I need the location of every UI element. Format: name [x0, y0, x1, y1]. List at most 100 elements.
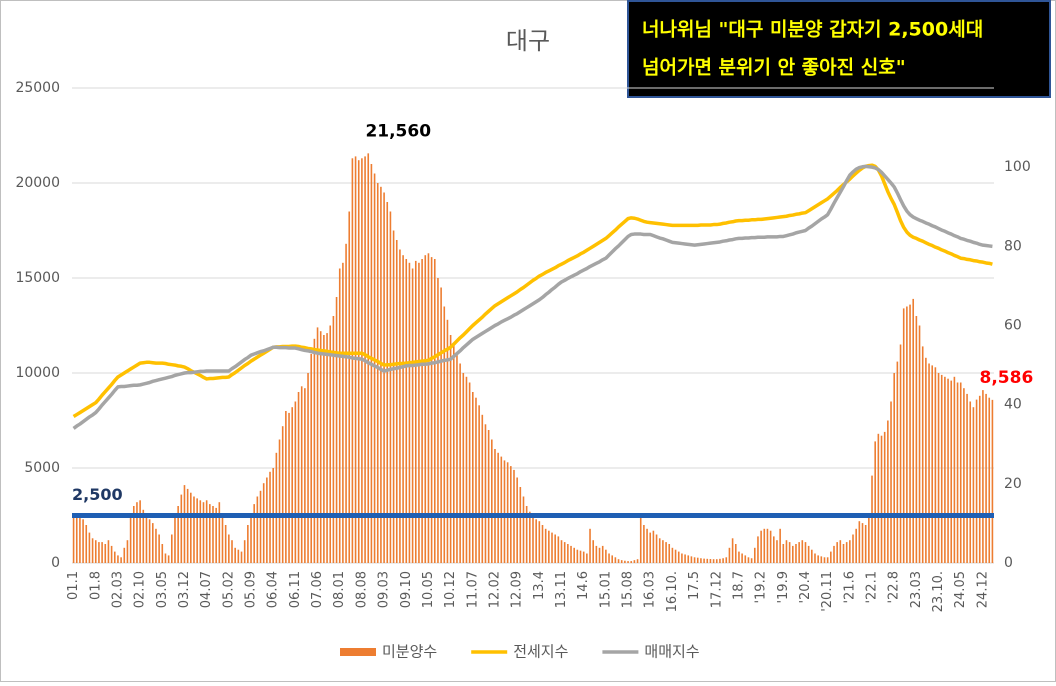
- bar: [649, 532, 652, 563]
- bar: [209, 504, 211, 563]
- bar: [202, 502, 205, 563]
- bar: [798, 542, 800, 563]
- bar: [772, 536, 775, 563]
- bar: [180, 494, 183, 563]
- bar: [890, 401, 892, 563]
- bar: [934, 367, 937, 563]
- y2-tick-label: 20: [1004, 476, 1022, 492]
- bar: [912, 298, 915, 563]
- bar: [915, 316, 918, 563]
- bar: [734, 544, 737, 563]
- bar: [91, 538, 94, 563]
- bar: [196, 498, 198, 563]
- bar: [110, 545, 113, 563]
- bar: [658, 538, 661, 563]
- bar: [763, 528, 766, 563]
- bar: [82, 519, 84, 563]
- bar: [199, 500, 202, 563]
- bar: [969, 401, 972, 563]
- bar: [516, 477, 518, 563]
- bar: [544, 528, 547, 563]
- bar: [674, 549, 677, 563]
- bar: [731, 538, 734, 563]
- bar: [899, 344, 902, 563]
- bar: [839, 540, 842, 563]
- bar: [421, 259, 423, 563]
- bar: [329, 325, 332, 563]
- x-tick-label: 12.09: [510, 571, 525, 608]
- bar: [855, 528, 857, 563]
- x-tick-label: 09.03: [377, 571, 392, 608]
- bar: [193, 496, 195, 563]
- x-tick-label: 10.12: [443, 571, 458, 608]
- bar: [475, 397, 477, 563]
- bar: [738, 551, 740, 563]
- bar: [335, 297, 338, 563]
- x-tick-label: 18.7: [731, 571, 746, 600]
- x-tick-label: 08.01: [332, 571, 347, 608]
- bar: [408, 262, 411, 563]
- bar: [684, 554, 686, 563]
- bar: [722, 558, 724, 563]
- bar: [563, 542, 566, 563]
- bar: [212, 506, 214, 563]
- bar: [814, 553, 816, 563]
- bar: [221, 513, 224, 563]
- bar: [830, 551, 832, 563]
- bar: [804, 542, 807, 563]
- bar: [630, 561, 633, 563]
- bar: [671, 547, 674, 563]
- bar: [465, 376, 468, 563]
- bar: [177, 506, 179, 563]
- bar: [129, 513, 132, 563]
- bar: [297, 392, 300, 563]
- bar: [956, 382, 959, 563]
- bar: [243, 540, 246, 563]
- bar: [491, 439, 493, 563]
- bar: [887, 420, 889, 563]
- bar: [205, 500, 208, 563]
- bar: [636, 559, 639, 563]
- bar: [982, 390, 984, 563]
- x-tick-label: 05.09: [244, 571, 259, 608]
- bar: [706, 558, 709, 563]
- bar: [259, 490, 262, 563]
- bar: [633, 560, 636, 563]
- bar: [693, 557, 696, 563]
- bar: [120, 557, 122, 563]
- bar: [145, 515, 148, 563]
- bar: [953, 376, 956, 563]
- bar: [228, 534, 230, 563]
- headline-box: [627, 0, 1051, 98]
- bar: [823, 557, 826, 563]
- bar: [405, 259, 408, 563]
- bar: [807, 545, 810, 563]
- bar: [139, 500, 141, 563]
- y-tick-label: 15000: [15, 270, 60, 286]
- y-tick-label: 20000: [15, 175, 60, 191]
- y2-tick-label: 40: [1004, 397, 1022, 413]
- bar: [281, 426, 284, 563]
- bar: [253, 504, 255, 563]
- bar: [896, 361, 899, 563]
- bar: [620, 560, 623, 563]
- bar: [611, 555, 614, 563]
- bar: [351, 158, 354, 564]
- bar: [712, 559, 715, 563]
- bar: [151, 523, 154, 563]
- bar: [852, 534, 854, 563]
- bar: [389, 211, 392, 563]
- bar: [554, 534, 556, 563]
- bar: [883, 431, 886, 563]
- bar: [864, 525, 867, 563]
- x-tick-label: 02.10: [133, 571, 148, 608]
- x-tick-label: 06.11: [288, 571, 303, 608]
- x-tick-label: 04.07: [199, 571, 214, 608]
- bar: [529, 511, 531, 563]
- bar: [551, 532, 553, 563]
- bar: [386, 202, 389, 563]
- bar: [142, 509, 145, 563]
- bar: [380, 186, 382, 564]
- bar: [171, 534, 173, 563]
- y2-tick-label: 80: [1004, 238, 1022, 254]
